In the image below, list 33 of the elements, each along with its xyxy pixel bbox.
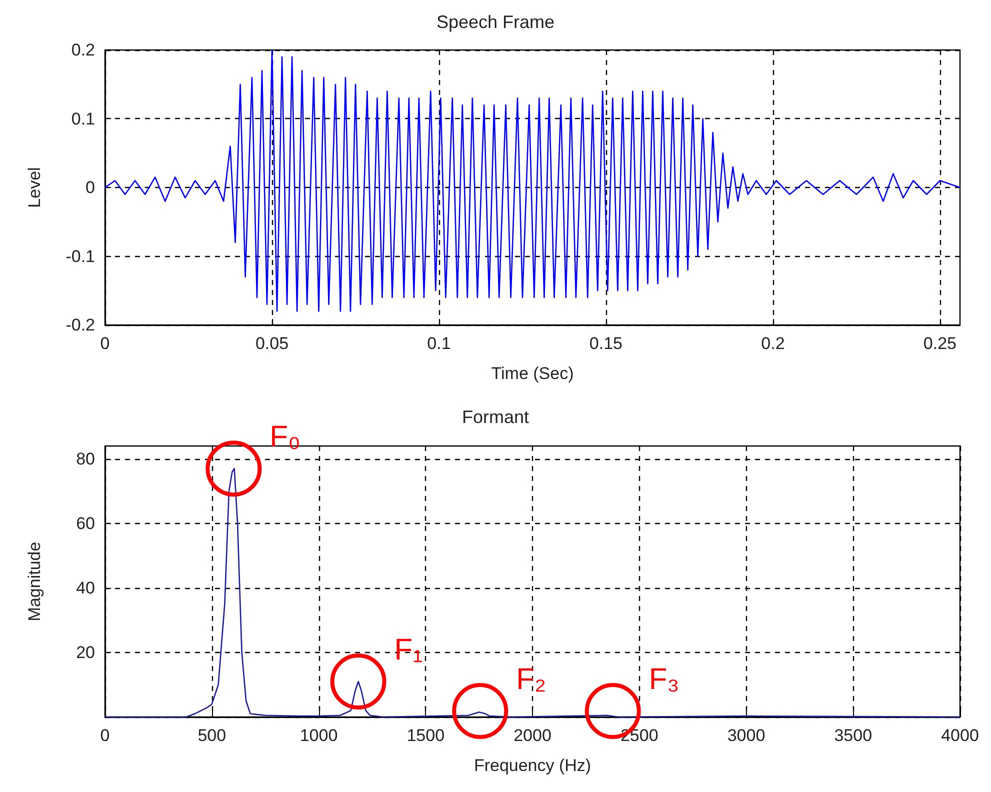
x-tick-label: 0.05 xyxy=(255,334,289,353)
annotation: F₂ xyxy=(516,663,546,696)
x-tick-label: 0 xyxy=(100,726,110,745)
x-tick-label: 1500 xyxy=(406,726,445,745)
chart-title: Formant xyxy=(462,407,530,427)
x-axis-title: Frequency (Hz) xyxy=(474,756,592,775)
x-tick-label: 500 xyxy=(198,726,226,745)
x-tick-label: 3000 xyxy=(727,726,766,745)
x-tick-label: 0.1 xyxy=(427,334,451,353)
y-tick-label: 20 xyxy=(76,642,95,662)
chart-title: Speech Frame xyxy=(436,12,555,32)
y-tick-label: 60 xyxy=(76,514,95,533)
annotation: F₁ xyxy=(394,634,423,667)
x-tick-label: 3500 xyxy=(834,726,872,745)
x-tick-label: 0.2 xyxy=(761,334,785,353)
x-tick-label: 4000 xyxy=(941,726,979,745)
y-tick-label: -0.2 xyxy=(66,316,95,334)
y-tick-label: 0.2 xyxy=(71,40,95,60)
y-tick-label: -0.1 xyxy=(66,246,95,266)
y-tick-label: 80 xyxy=(76,449,95,468)
annotation: F₃ xyxy=(648,663,680,696)
y-tick-label: 0.1 xyxy=(71,109,95,128)
x-tick-label: 0 xyxy=(100,334,110,353)
y-axis-title: Level xyxy=(25,167,44,208)
x-tick-label: 1000 xyxy=(300,726,338,745)
x-axis-title: Time (Sec) xyxy=(491,364,574,383)
y-tick-label: 0 xyxy=(86,178,95,197)
y-axis-title: Magnitude xyxy=(25,542,44,622)
x-tick-label: 0.25 xyxy=(923,334,957,353)
x-tick-label: 0.15 xyxy=(589,334,623,353)
x-tick-label: 2000 xyxy=(514,726,552,745)
y-tick-label: 40 xyxy=(76,578,95,598)
annotation: F₀ xyxy=(270,420,300,454)
